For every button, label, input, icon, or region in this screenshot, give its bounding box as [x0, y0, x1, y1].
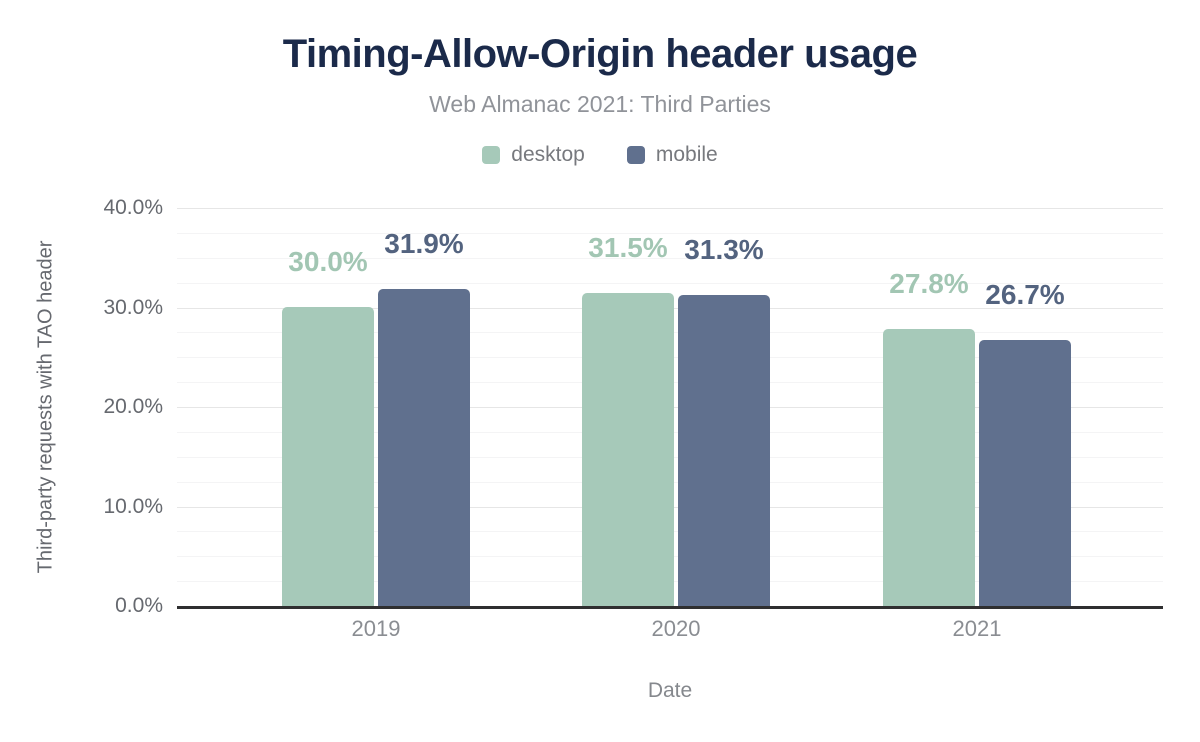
bar-desktop-2020[interactable]: [582, 293, 674, 606]
legend-swatch-desktop-icon: [482, 146, 501, 164]
value-label-desktop-2021: 27.8%: [889, 268, 969, 299]
x-tick-label-2019: 2019: [351, 616, 401, 641]
chart-subtitle: Web Almanac 2021: Third Parties: [429, 91, 771, 117]
x-axis-title: Date: [647, 679, 693, 702]
y-tick-label: 40.0%: [103, 196, 163, 219]
value-label-mobile-2020: 31.3%: [684, 234, 764, 265]
legend-label-desktop: desktop: [511, 143, 585, 166]
y-tick-label: 30.0%: [103, 296, 163, 319]
legend-swatch-mobile-icon: [626, 146, 645, 164]
x-axis-line: [177, 606, 1163, 609]
major-gridline: [177, 208, 1163, 209]
chart-title: Timing-Allow-Origin header usage: [282, 32, 918, 76]
bar-mobile-2019[interactable]: [378, 289, 470, 606]
value-label-desktop-2020: 31.5%: [588, 232, 668, 263]
y-tick-label: 0.0%: [115, 594, 163, 617]
legend-label-mobile: mobile: [655, 143, 718, 166]
minor-gridline: [177, 283, 1163, 284]
legend: desktop mobile: [0, 143, 1200, 167]
legend-item-desktop[interactable]: desktop: [482, 143, 585, 167]
x-tick-label-2020: 2020: [651, 616, 701, 641]
y-tick-label: 20.0%: [103, 395, 163, 418]
minor-gridline: [177, 233, 1163, 234]
bar-mobile-2020[interactable]: [678, 295, 770, 606]
value-label-mobile-2019: 31.9%: [384, 228, 464, 259]
bar-mobile-2021[interactable]: [979, 340, 1071, 606]
bar-desktop-2019[interactable]: [282, 307, 374, 606]
minor-gridline: [177, 258, 1163, 259]
value-label-desktop-2019: 30.0%: [288, 246, 368, 277]
x-tick-label-2021: 2021: [952, 616, 1002, 641]
legend-item-mobile[interactable]: mobile: [626, 143, 718, 167]
y-tick-label: 10.0%: [103, 495, 163, 518]
bar-desktop-2021[interactable]: [883, 329, 975, 606]
value-label-mobile-2021: 26.7%: [985, 279, 1065, 310]
